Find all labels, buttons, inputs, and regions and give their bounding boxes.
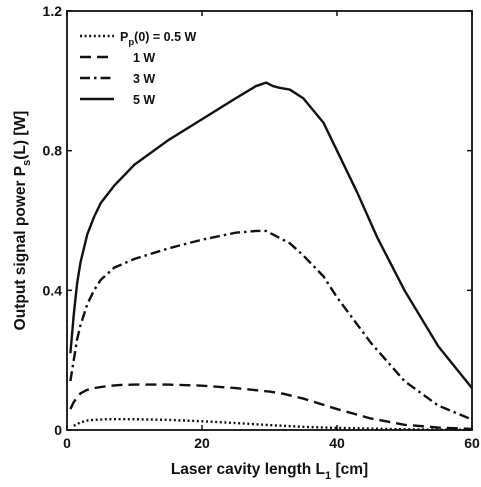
x-tick-label: 20 [194,435,210,451]
series-line-dashdot [69,229,473,421]
y-axis-label: Output signal power Ps(L) [W] [12,111,33,331]
x-tick-label: 0 [63,435,71,451]
axis-ticks [66,10,473,431]
series-line-solid [69,81,473,389]
legend-label: 1 W [133,51,155,65]
legend-label: Pp(0) = 0.5 W [120,30,197,48]
legend-label: 5 W [133,93,155,107]
y-tick-label: 0.4 [43,282,63,298]
legend: Pp(0) = 0.5 W 1 W 3 W 5 W [80,30,197,107]
x-tick-label: 60 [464,435,480,451]
series-line-dashed [69,383,473,431]
y-tick-label: 1.2 [43,3,63,19]
plot-frame [66,10,473,431]
y-tick-label: 0 [54,422,62,438]
tick-labels: 0 20 40 60 0 0.4 0.8 1.2 [43,3,480,451]
x-axis-label: Laser cavity length L1 [cm] [171,461,368,482]
y-tick-label: 0.8 [43,143,63,159]
series-lines [69,81,473,431]
x-tick-label: 40 [329,435,345,451]
series-line-dotted [73,417,472,431]
legend-label: 3 W [133,72,155,86]
